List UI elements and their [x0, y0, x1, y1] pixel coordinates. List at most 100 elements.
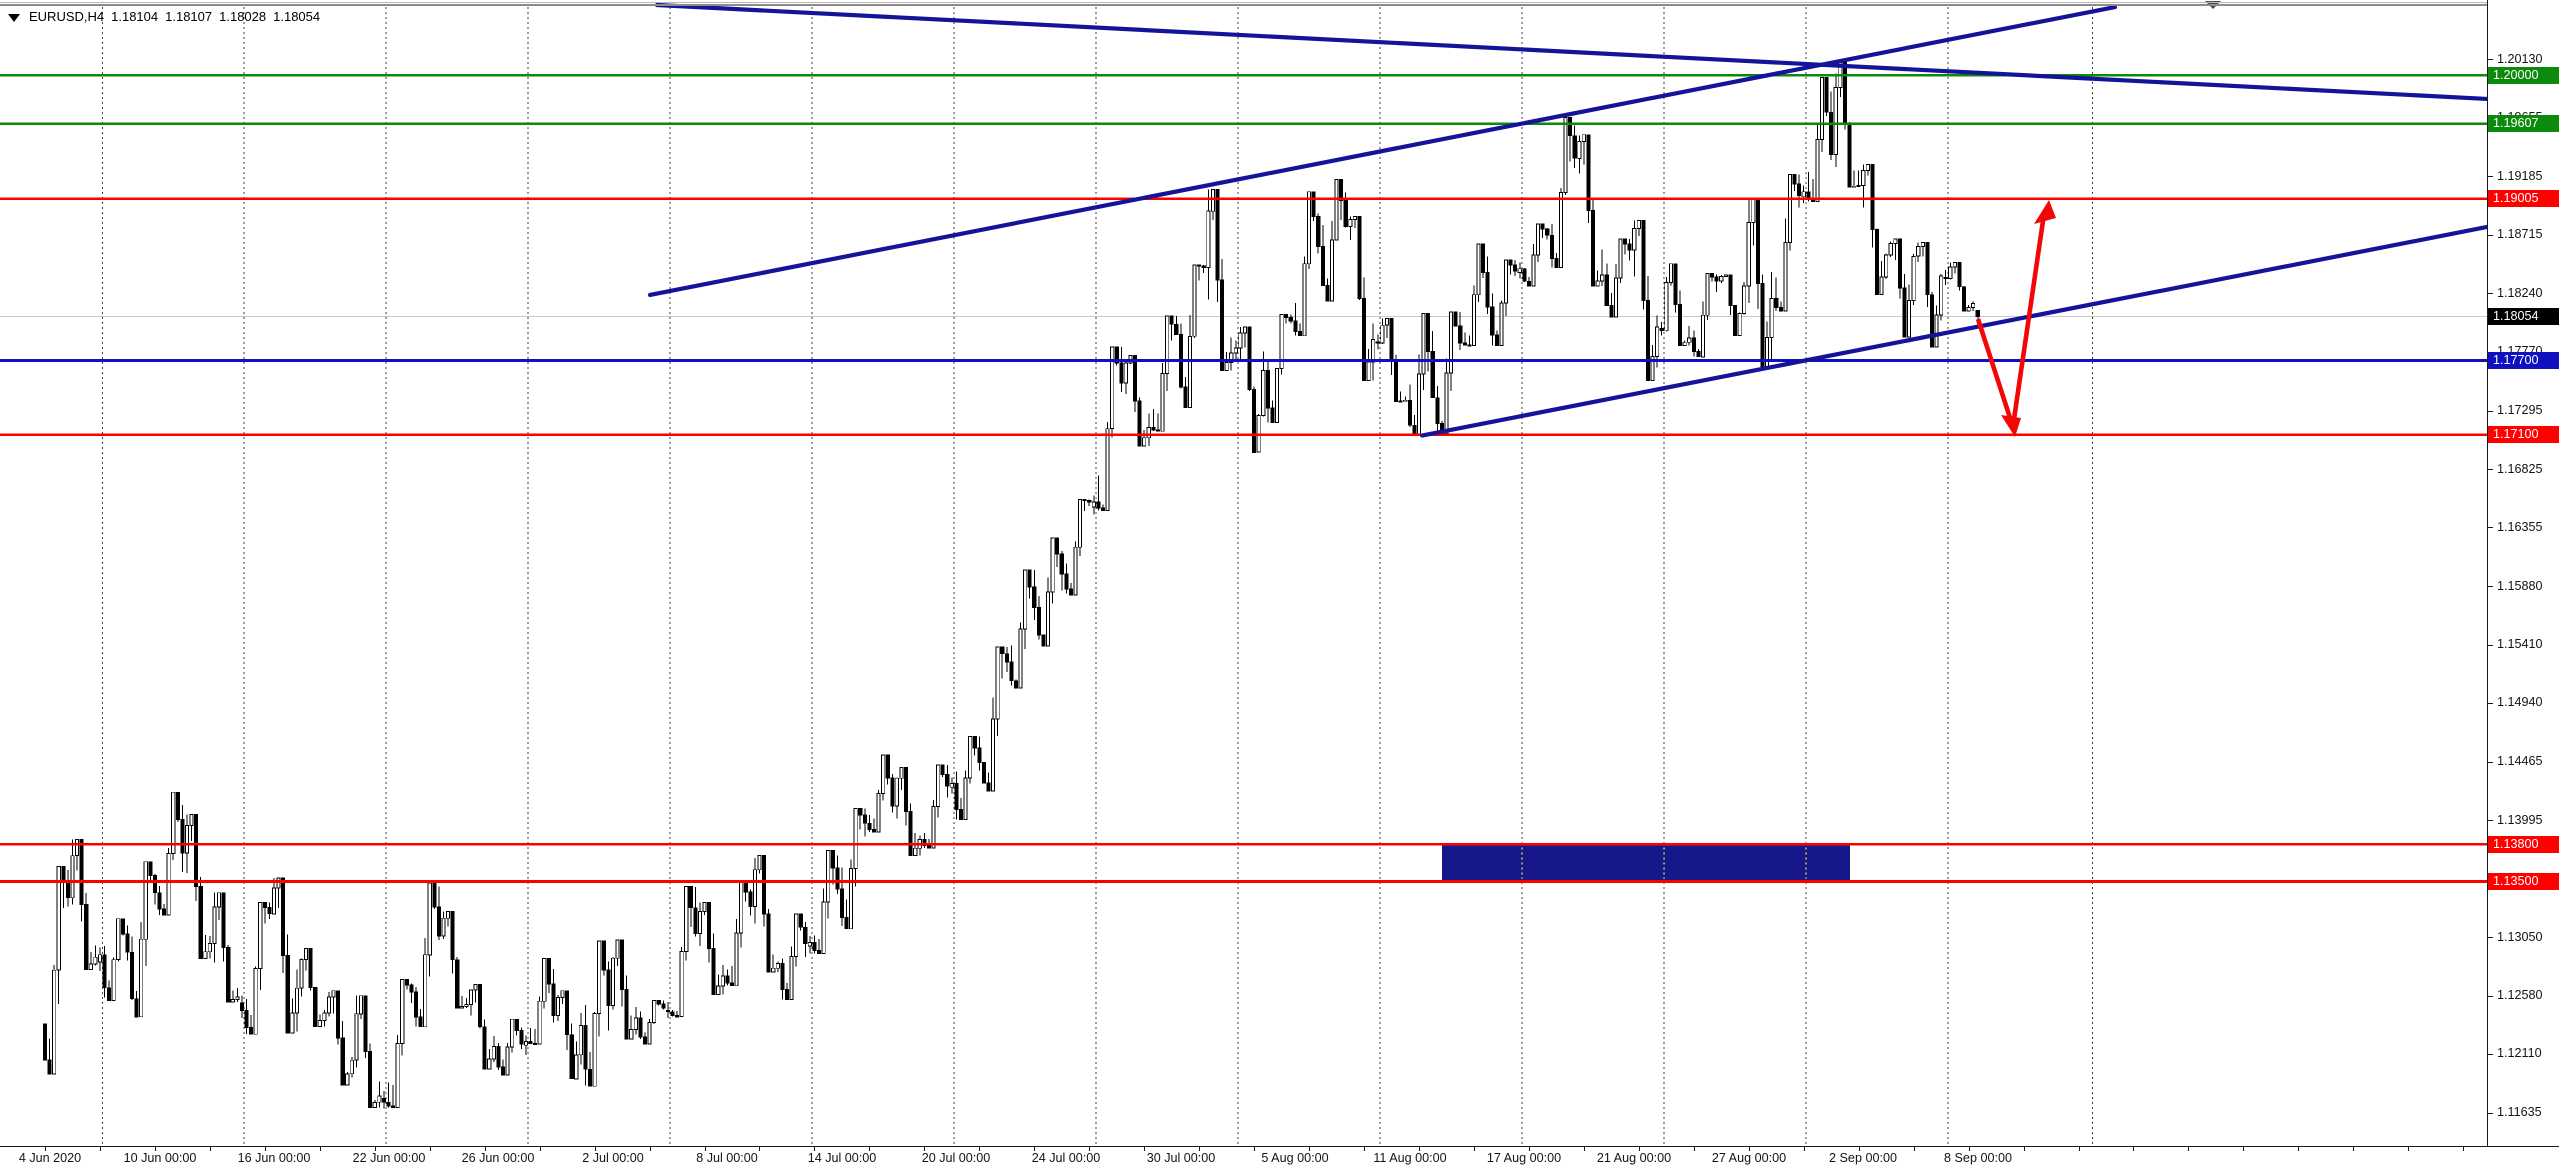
price-level-badge-1.20000: 1.20000: [2488, 67, 2559, 84]
date-label: 11 Aug 00:00: [1373, 1151, 1447, 1165]
time-tick-mark: [814, 1146, 815, 1151]
price-level-badge-1.18054: 1.18054: [2488, 308, 2559, 325]
chart-title: EURUSD,H4 1.18104 1.18107 1.18028 1.18054: [8, 9, 320, 24]
time-tick-mark: [2079, 1146, 2080, 1151]
price-tick-label: 1.14940: [2497, 695, 2543, 709]
time-tick-mark: [45, 1146, 46, 1151]
price-level-badge-1.13500: 1.13500: [2488, 873, 2559, 890]
time-tick-mark: [2463, 1146, 2464, 1151]
time-tick-mark: [1199, 1146, 1200, 1151]
price-tick-label: 1.13050: [2497, 930, 2543, 944]
price-tick-mark: [2488, 59, 2493, 60]
time-tick-mark: [595, 1146, 596, 1151]
time-tick-mark: [2298, 1146, 2299, 1151]
price-level-badge-1.17100: 1.17100: [2488, 426, 2559, 443]
time-tick-mark: [924, 1146, 925, 1151]
price-tick-mark: [2488, 586, 2493, 587]
quote-high: 1.18107: [165, 9, 213, 24]
time-tick-mark: [2353, 1146, 2354, 1151]
time-tick-mark: [210, 1146, 211, 1151]
price-tick-mark: [2488, 996, 2493, 997]
time-tick-mark: [485, 1146, 486, 1151]
date-label: 26 Jun 00:00: [461, 1151, 535, 1165]
time-tick-mark: [2243, 1146, 2244, 1151]
price-level-badge-1.13800: 1.13800: [2488, 836, 2559, 853]
time-tick-mark: [1474, 1146, 1475, 1151]
time-tick-mark: [1749, 1146, 1750, 1151]
time-tick-mark: [1034, 1146, 1035, 1151]
time-tick-mark: [1584, 1146, 1585, 1151]
time-axis[interactable]: 4 Jun 2020 10 Jun 00:00 16 Jun 00:00 22 Jun…: [0, 1146, 2559, 1168]
time-tick-mark: [869, 1146, 870, 1151]
time-tick-mark: [540, 1146, 541, 1151]
price-tick-mark: [2488, 469, 2493, 470]
date-label: 20 Jul 00:00: [921, 1151, 991, 1165]
time-tick-mark: [320, 1146, 321, 1151]
time-tick-mark: [1529, 1146, 1530, 1151]
trendline-rising-wedge-resistance[interactable]: [647, 4, 2118, 298]
price-tick-mark: [2488, 411, 2493, 412]
price-tick-mark: [2488, 1054, 2493, 1055]
window-top-border-dark: [0, 4, 2559, 6]
time-tick-mark: [1419, 1146, 1420, 1151]
date-label: 8 Sep 00:00: [1944, 1151, 2012, 1165]
price-tick-mark: [2488, 703, 2493, 704]
time-tick-mark: [155, 1146, 156, 1151]
price-tick-label: 1.18715: [2497, 227, 2543, 241]
price-tick-mark: [2488, 645, 2493, 646]
time-tick-mark: [705, 1146, 706, 1151]
supply-zone-rectangle[interactable]: [1442, 845, 1850, 881]
time-tick-mark: [1144, 1146, 1145, 1151]
price-tick-label: 1.13995: [2497, 813, 2543, 827]
price-tick-label: 1.18240: [2497, 286, 2543, 300]
price-tick-label: 1.16825: [2497, 462, 2543, 476]
time-tick-mark: [2188, 1146, 2189, 1151]
time-tick-mark: [759, 1146, 760, 1151]
time-tick-mark: [100, 1146, 101, 1151]
date-label: 14 Jul 00:00: [807, 1151, 877, 1165]
time-tick-mark: [1969, 1146, 1970, 1151]
date-label: 22 Jun 00:00: [352, 1151, 426, 1165]
symbol-dropdown-icon[interactable]: [8, 13, 20, 22]
price-tick-label: 1.15410: [2497, 637, 2543, 651]
price-level-badge-1.19607: 1.19607: [2488, 115, 2559, 132]
date-label: 21 Aug 00:00: [1596, 1151, 1672, 1165]
price-tick-mark: [2488, 1113, 2493, 1114]
time-tick-mark: [430, 1146, 431, 1151]
price-level-badge-1.19005: 1.19005: [2488, 190, 2559, 207]
time-tick-mark: [1089, 1146, 1090, 1151]
window-top-border-light: [0, 2, 2559, 3]
trendline-descending-resistance[interactable]: [654, 2, 2490, 102]
price-tick-label: 1.15880: [2497, 579, 2543, 593]
time-tick-mark: [1364, 1146, 1365, 1151]
price-tick-label: 1.19185: [2497, 169, 2543, 183]
price-tick-label: 1.14465: [2497, 754, 2543, 768]
date-label: 2 Jul 00:00: [582, 1151, 644, 1165]
time-tick-mark: [1694, 1146, 1695, 1151]
candlesticks: [42, 61, 1980, 1109]
price-tick-label: 1.12580: [2497, 988, 2543, 1002]
time-tick-mark: [1914, 1146, 1915, 1151]
price-axis[interactable]: 1.201301.196551.191851.187151.182401.177…: [2488, 0, 2559, 1147]
date-label: 30 Jul 00:00: [1146, 1151, 1216, 1165]
date-label: 8 Jul 00:00: [696, 1151, 758, 1165]
price-tick-mark: [2488, 293, 2493, 294]
price-tick-mark: [2488, 820, 2493, 821]
time-tick-mark: [1639, 1146, 1640, 1151]
trendline-rising-support[interactable]: [1419, 224, 2490, 438]
date-label: 2 Sep 00:00: [1829, 1151, 1897, 1165]
time-tick-mark: [2408, 1146, 2409, 1151]
time-tick-mark: [650, 1146, 651, 1151]
time-tick-mark: [1804, 1146, 1805, 1151]
price-tick-label: 1.11635: [2497, 1105, 2542, 1119]
date-label: 16 Jun 00:00: [237, 1151, 311, 1165]
time-axis-line: [0, 1146, 2559, 1147]
date-label: 17 Aug 00:00: [1486, 1151, 1562, 1165]
price-level-badge-1.17700: 1.17700: [2488, 352, 2559, 369]
price-projection-arrow[interactable]: [1975, 200, 2056, 437]
price-tick-label: 1.16355: [2497, 520, 2543, 534]
date-label: 24 Jul 00:00: [1031, 1151, 1101, 1165]
time-tick-mark: [2133, 1146, 2134, 1151]
